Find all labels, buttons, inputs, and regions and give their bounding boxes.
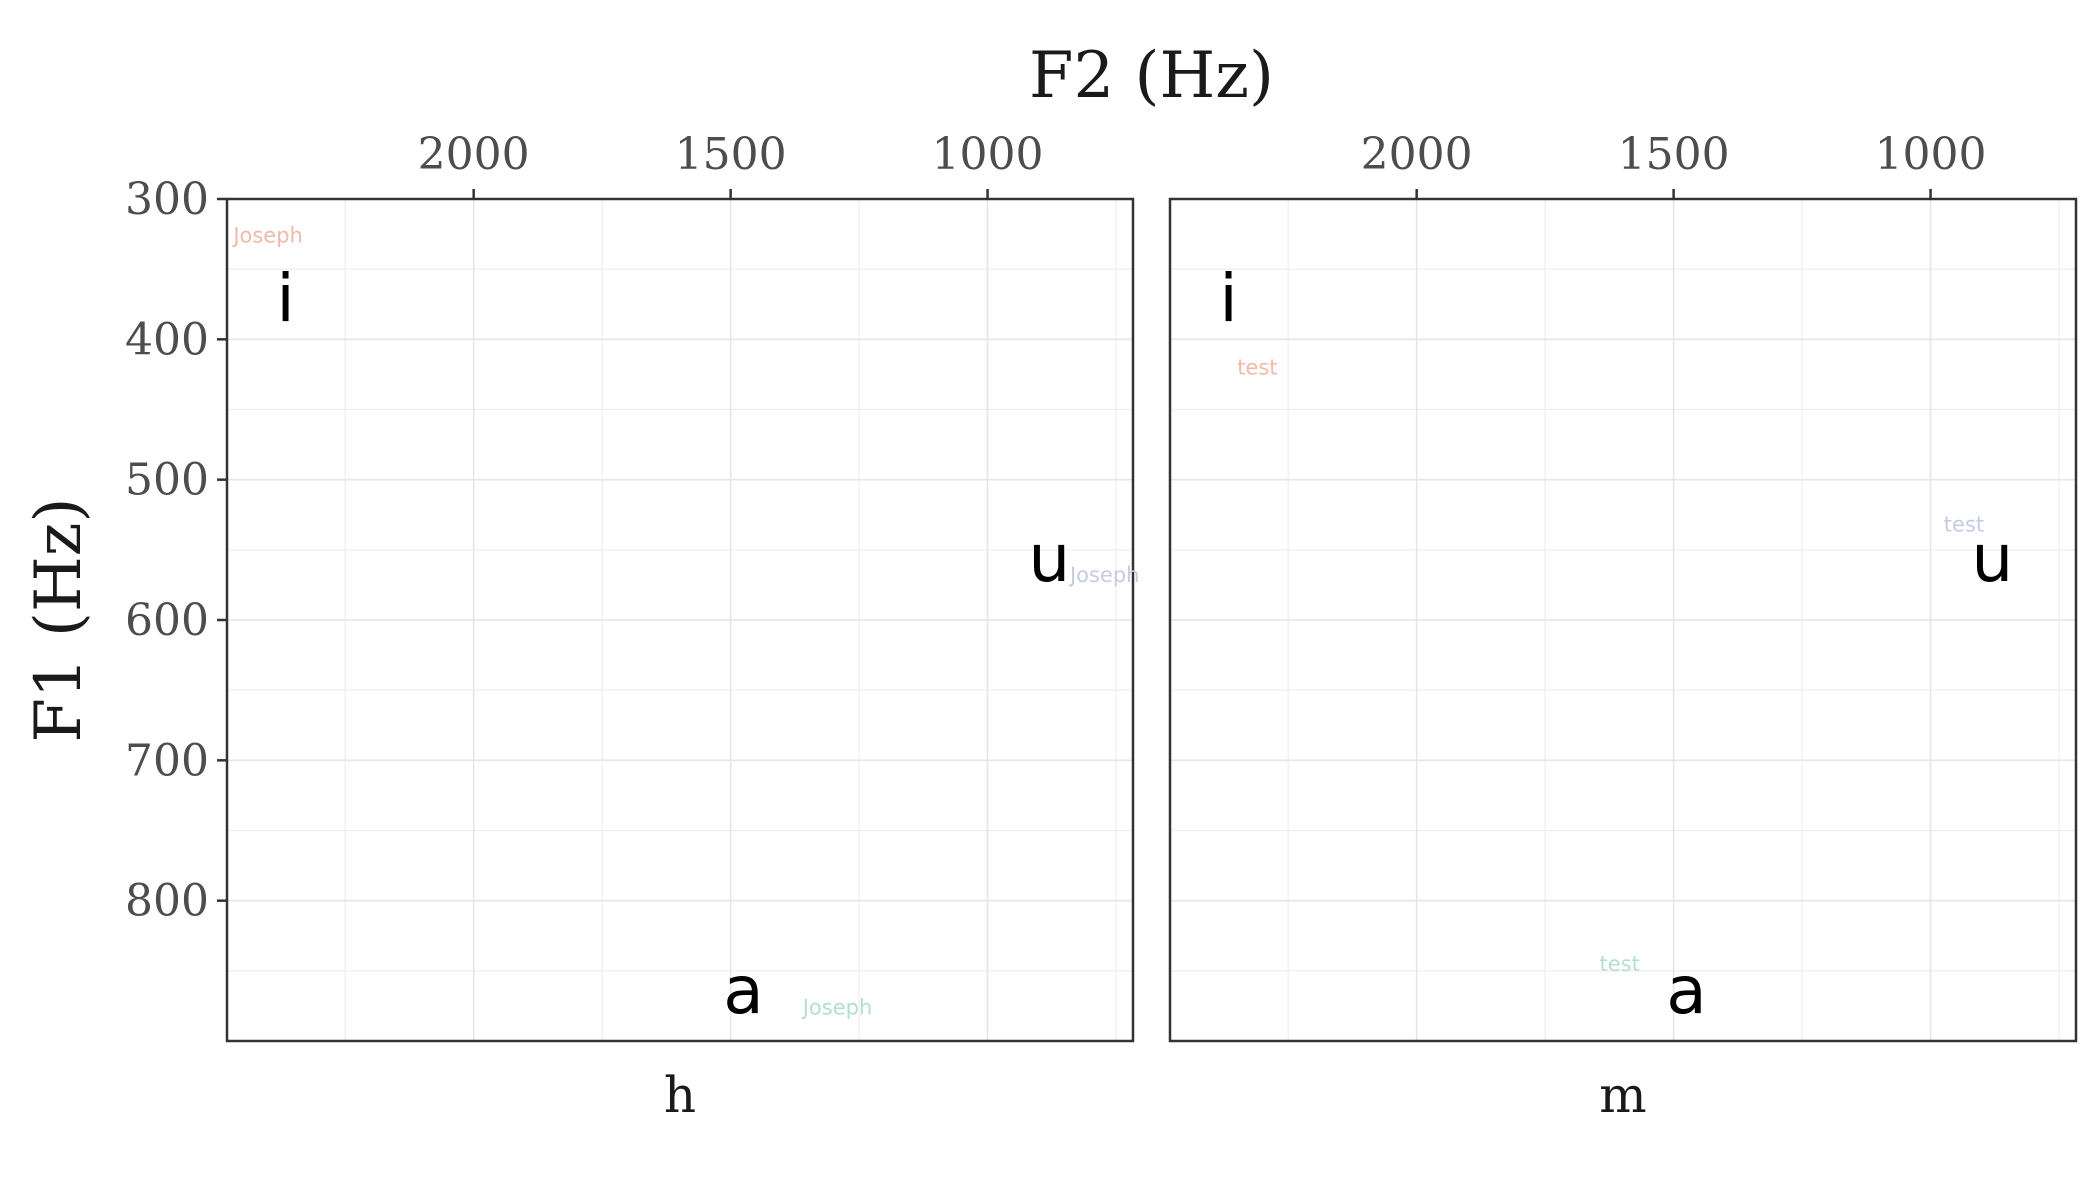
- speaker-label: test: [1599, 952, 1639, 976]
- x-tick-label: 1500: [1618, 129, 1730, 180]
- vowel-label: a: [1666, 952, 1706, 1029]
- speaker-label: Joseph: [801, 995, 873, 1019]
- y-tick-label: 500: [125, 455, 209, 506]
- x-axis-title: F2 (Hz): [1029, 39, 1274, 113]
- x-tick-label: 2000: [418, 129, 530, 180]
- y-tick-label: 400: [125, 314, 209, 365]
- vowel-label: a: [723, 952, 763, 1029]
- x-tick-label: 2000: [1361, 129, 1473, 180]
- x-tick-label: 1000: [1875, 129, 1987, 180]
- x-tick-label: 1000: [932, 129, 1044, 180]
- vowel-label: i: [1219, 260, 1237, 337]
- y-tick-label: 600: [125, 595, 209, 646]
- speaker-label: test: [1237, 355, 1277, 379]
- x-tick-label: 1500: [675, 129, 787, 180]
- speaker-label: Joseph: [231, 223, 303, 247]
- speaker-label: test: [1944, 513, 1984, 537]
- y-tick-label: 300: [125, 174, 209, 225]
- facet-strip-label: h: [664, 1066, 696, 1124]
- vowel-label: u: [1971, 520, 2013, 597]
- speaker-label: Joseph: [1068, 563, 1140, 587]
- y-tick-label: 800: [125, 876, 209, 927]
- vowel-label: i: [276, 260, 294, 337]
- y-tick-label: 700: [125, 735, 209, 786]
- facet-strip-label: m: [1599, 1066, 1646, 1124]
- vowel-label: u: [1028, 520, 1070, 597]
- panel-border: [1168, 197, 2078, 1043]
- y-axis-title: F1 (Hz): [22, 498, 96, 743]
